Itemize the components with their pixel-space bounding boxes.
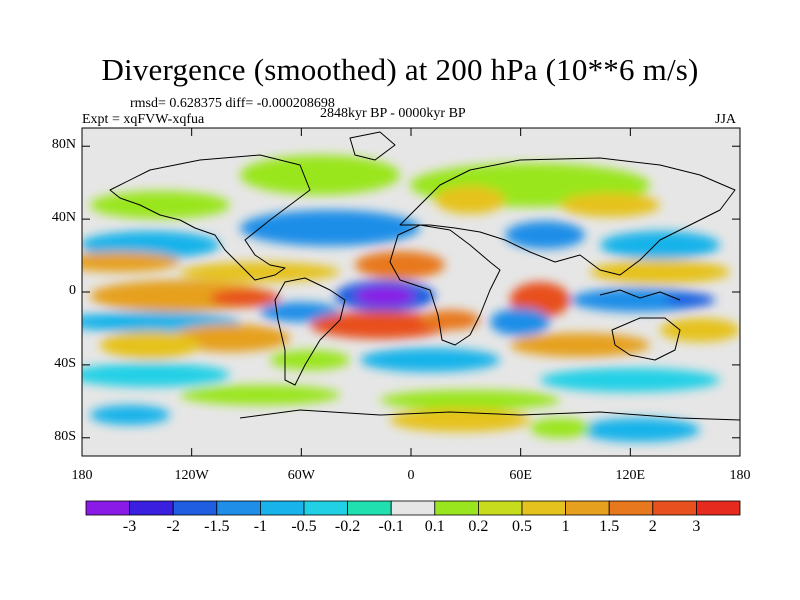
- field-blob: [540, 368, 720, 392]
- field-blob: [530, 418, 590, 438]
- field-blob: [100, 331, 200, 359]
- field-blob: [665, 293, 715, 307]
- africa-coast: [389, 224, 501, 346]
- lon-tick-label: 180: [71, 468, 93, 483]
- lon-tick-label: 180: [729, 468, 751, 483]
- field-blob: [82, 231, 220, 259]
- colorbar-swatch: [172, 500, 218, 516]
- field-blob: [180, 385, 340, 405]
- colorbar-label: -0.2: [334, 518, 361, 535]
- field-blob: [660, 318, 740, 342]
- field-blob: [90, 191, 230, 219]
- coastlines: [109, 131, 740, 421]
- field-blob: [600, 231, 720, 259]
- field-blob: [560, 193, 660, 217]
- lat-tick-label: 80N: [51, 137, 76, 153]
- colorbar-label: 0.2: [468, 518, 489, 535]
- field-blob: [380, 390, 560, 410]
- colorbar-label: -3: [122, 518, 137, 535]
- colorbar-label: 0.1: [424, 518, 445, 535]
- colorbar-label: 2: [648, 518, 657, 535]
- field-blob: [82, 252, 180, 272]
- colorbar-swatch: [259, 500, 305, 516]
- colorbar-label: 3: [692, 518, 701, 535]
- chart-title: Divergence (smoothed) at 200 hPa (10**6 …: [101, 52, 699, 87]
- field-blob: [310, 311, 450, 339]
- colorbar-swatch: [608, 500, 654, 516]
- field-blob: [355, 251, 445, 279]
- colorbar-swatch: [696, 500, 741, 516]
- lat-tick-label: 40N: [51, 210, 76, 226]
- colorbar-label: -2: [166, 518, 180, 535]
- colorbar-swatch: [565, 500, 610, 516]
- field-blob: [240, 210, 420, 246]
- stats-line: rmsd= 0.628375 diff= -0.000208698: [130, 96, 335, 111]
- colorbar-swatch: [85, 500, 130, 516]
- colorbar-swatch: [434, 500, 479, 516]
- colorbar-swatch: [477, 500, 523, 516]
- colorbar-label: -1.5: [204, 518, 230, 535]
- antarctica-coast: [239, 409, 740, 421]
- colorbar-swatch: [390, 500, 436, 516]
- experiment-label: Expt = xqFVW-xqfua: [82, 112, 205, 127]
- colorbar-swatch: [347, 500, 392, 516]
- colorbar: [85, 500, 741, 516]
- season-label: JJA: [715, 112, 737, 127]
- field-blob: [420, 310, 480, 330]
- colorbar-label: -0.1: [378, 518, 404, 535]
- lon-tick-label: 60W: [287, 468, 315, 483]
- maritime-continent-coast: [599, 289, 681, 301]
- lat-tick-label: 40S: [54, 355, 76, 371]
- south-america-coast: [274, 277, 346, 386]
- greenland-coast: [349, 131, 396, 161]
- field-blob: [210, 289, 280, 307]
- australia-coast: [611, 317, 681, 361]
- lat-tick-label: 80S: [54, 428, 76, 444]
- colorbar-label: 1: [561, 518, 570, 535]
- field-blob: [390, 408, 530, 432]
- field-blob: [355, 286, 415, 306]
- lon-tick-label: 120W: [174, 468, 209, 483]
- field-blob: [260, 302, 340, 322]
- field-blob: [435, 186, 505, 214]
- field-blob: [90, 405, 170, 425]
- field-blob: [180, 262, 340, 282]
- field-blob: [590, 260, 730, 284]
- lon-tick-label: 120E: [615, 468, 646, 483]
- colorbar-label: 0.5: [512, 518, 532, 535]
- lat-tick-label: 0: [69, 283, 76, 298]
- colorbar-swatch: [521, 500, 566, 516]
- colorbar-label: 1.5: [599, 518, 620, 535]
- north-america-coast: [109, 154, 311, 281]
- axis-ticks: [81, 128, 741, 456]
- colorbar-swatch: [129, 500, 174, 516]
- field-blob: [580, 418, 700, 442]
- field-blob: [82, 363, 230, 387]
- colorbar-swatch: [216, 500, 261, 516]
- colorbar-label: -1: [253, 518, 268, 535]
- field-blob: [360, 348, 500, 372]
- divergence-field: [82, 155, 740, 442]
- colorbar-label: -0.5: [291, 518, 317, 535]
- eurasia-coast: [399, 157, 736, 276]
- period-label: 2848kyr BP - 0000kyr BP: [320, 106, 466, 121]
- lon-tick-label: 60E: [509, 468, 532, 483]
- lon-tick-label: 0: [407, 468, 415, 483]
- colorbar-swatch: [652, 500, 697, 516]
- field-blob: [270, 350, 350, 370]
- field-blob: [240, 155, 400, 195]
- field-blob: [510, 333, 650, 357]
- colorbar-swatch: [303, 500, 348, 516]
- field-blob: [490, 308, 550, 336]
- field-blob: [505, 221, 585, 249]
